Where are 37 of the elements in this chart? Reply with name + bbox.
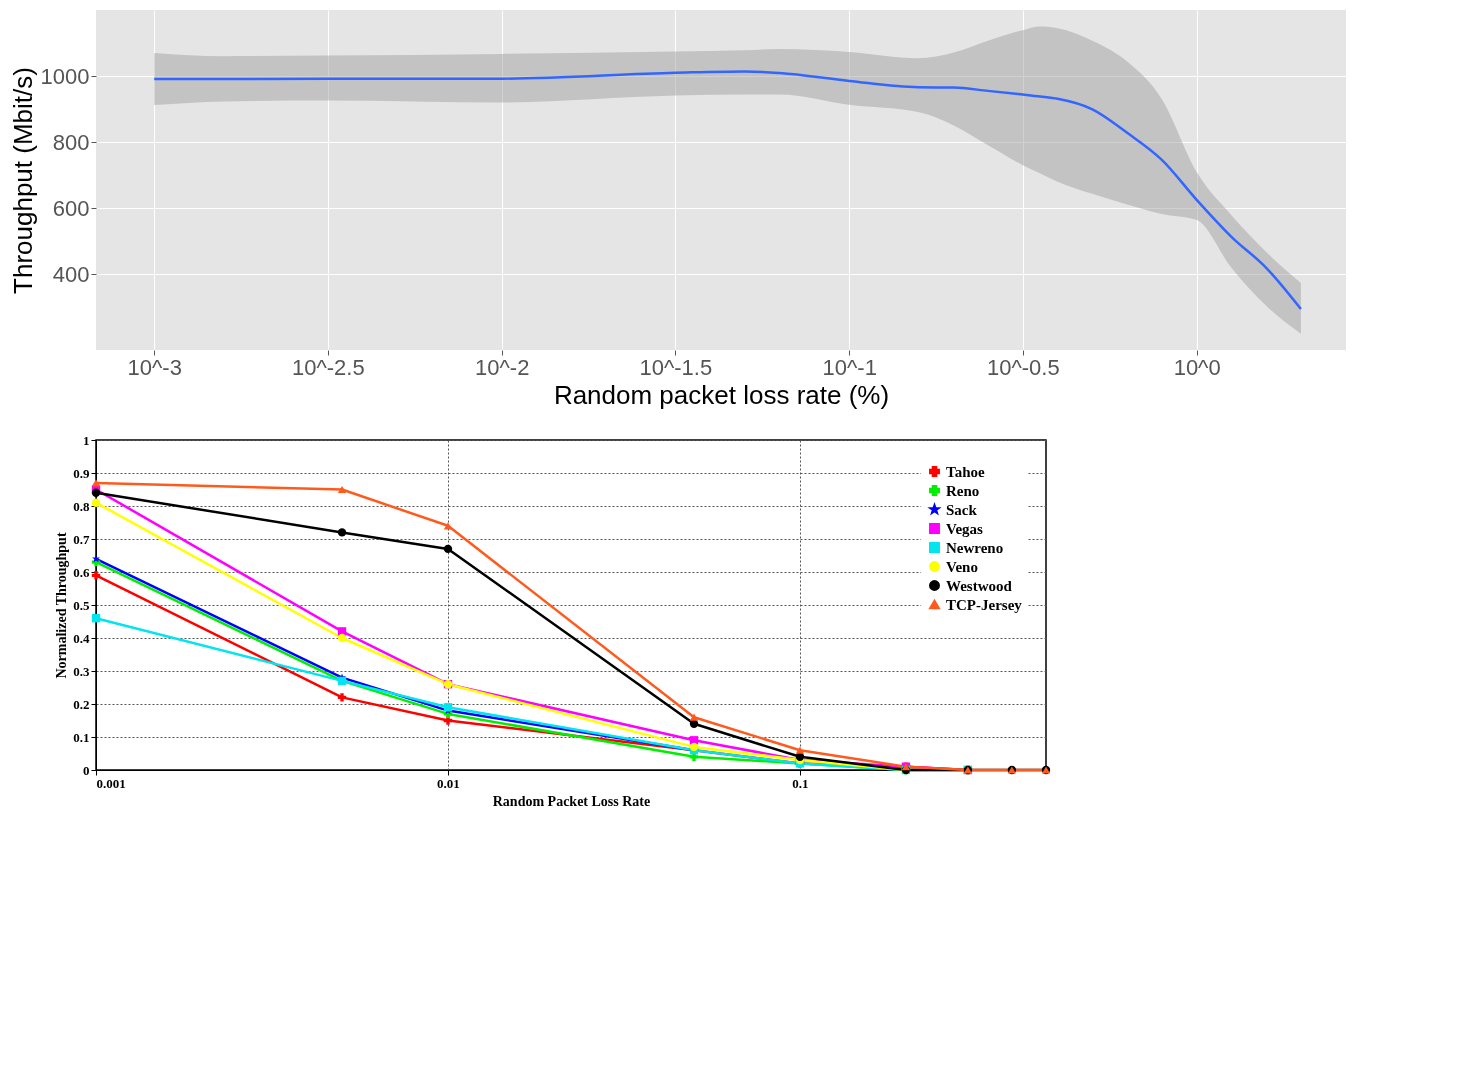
y-tick-label: 0.6 [73, 564, 90, 580]
x-tick-label: 10^-1 [822, 354, 877, 380]
y-tick-label: 0.3 [73, 663, 90, 679]
x-tick-label: 10^0 [1173, 354, 1221, 380]
y-tick-label: 1000 [40, 63, 90, 89]
x-tick-label: 10^-1.5 [639, 354, 713, 380]
y-tick-label: 0.8 [73, 498, 90, 514]
y-tick-label: 0.1 [73, 729, 90, 745]
x-tick-label: 10^-3 [127, 354, 182, 380]
y-tick-label: 1 [83, 432, 90, 448]
y-tick-label: 0.5 [73, 597, 90, 613]
legend-label: Newreno [946, 539, 1004, 556]
x-tick-label: 10^-2 [475, 354, 530, 380]
y-tick-label: 600 [52, 195, 90, 221]
legend-label: Westwood [946, 577, 1013, 594]
y-tick-label: 0.7 [73, 531, 90, 547]
x-tick-label: 0.1 [792, 775, 809, 791]
y-tick-label: 0 [83, 762, 90, 778]
y-axis-title: Throughput (Mbit/s) [7, 67, 38, 294]
x-tick-label: 0.001 [96, 775, 126, 791]
y-tick-label: 400 [52, 261, 90, 287]
legend-label: Sack [946, 501, 978, 518]
y-tick-label: 0.2 [73, 696, 90, 712]
legend-label: Reno [946, 482, 980, 499]
legend-label: Tahoe [946, 463, 985, 480]
y-axis-title: Normalized Throughput [54, 532, 70, 679]
x-axis-title: Random packet loss rate (%) [553, 379, 890, 410]
legend-label: TCP-Jersey [946, 596, 1023, 613]
x-tick-label: 0.01 [437, 775, 460, 791]
x-tick-label: 10^-0.5 [986, 354, 1060, 380]
legend-label: Veno [946, 558, 978, 575]
y-tick-label: 0.4 [73, 630, 90, 646]
x-tick-label: 10^-2.5 [291, 354, 365, 380]
y-tick-label: 800 [52, 129, 90, 155]
y-tick-label: 0.9 [73, 465, 90, 481]
x-axis-title: Random Packet Loss Rate [492, 793, 651, 809]
legend-label: Vegas [946, 520, 984, 537]
